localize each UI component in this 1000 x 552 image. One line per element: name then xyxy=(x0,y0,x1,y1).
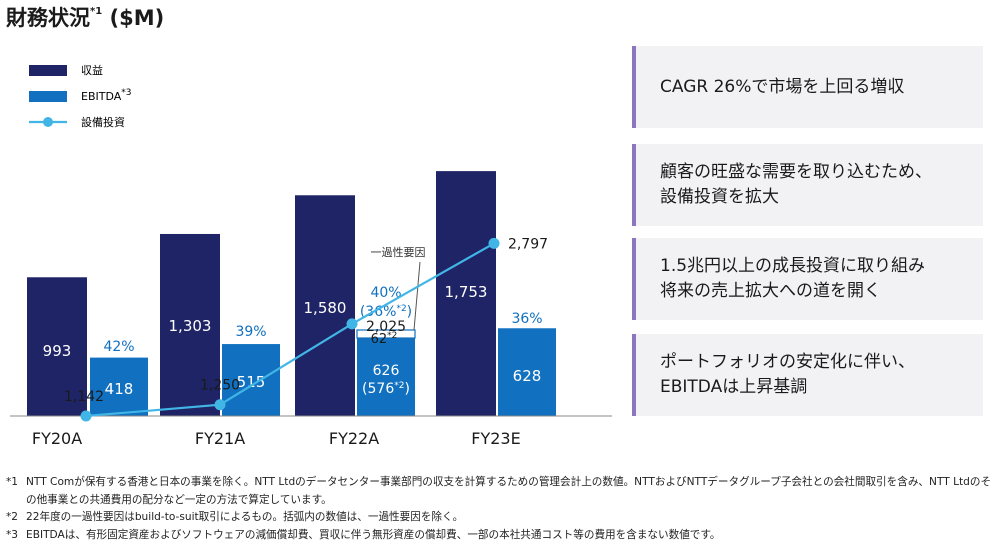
message-box-3: 1.5兆円以上の成長投資に取り組み 将来の売上拡大への道を開く xyxy=(632,238,983,320)
one-time-value-label: 62*2 xyxy=(371,331,398,347)
footnote: *3 EBITDAは、有形固定資産およびソフトウェアの減価償却費、買収に伴う無形資… xyxy=(6,527,996,545)
message-line: 1.5兆円以上の成長投資に取り組み xyxy=(660,256,926,276)
message-box-4: ポートフォリオの安定化に伴い、 EBITDAは上昇基調 xyxy=(632,334,983,416)
legend-capex-marker xyxy=(43,117,53,127)
capex-point-fy20a xyxy=(80,410,92,422)
legend-revenue-label: 収益 xyxy=(81,63,103,77)
message-line: CAGR 26%で市場を上回る増収 xyxy=(660,76,905,97)
x-tick-fy23e: FY23E xyxy=(471,429,520,448)
footnote-text: EBITDAは、有形固定資産およびソフトウェアの減価償却費、買収に伴う無形資産の… xyxy=(26,528,721,541)
ebitda-label-fy21a: 515 xyxy=(237,373,266,391)
message-line: 顧客の旺盛な需要を取り込むため、 xyxy=(660,162,932,182)
legend-capex-label: 設備投資 xyxy=(81,115,125,129)
ebitda-bar-fy21a xyxy=(222,344,280,416)
ebitda-label-fy20a: 418 xyxy=(105,380,134,398)
revenue-label-fy20a: 993 xyxy=(43,342,72,360)
message-line: 設備投資を拡大 xyxy=(660,187,779,207)
revenue-bar-fy21a xyxy=(160,233,220,416)
capex-label-fy20a: 1,142 xyxy=(64,389,104,405)
x-tick-fy22a: FY22A xyxy=(329,429,379,448)
footnote: *1 NTT Comが保有する香港と日本の事業を除く。NTT Ltdのデータセンタ… xyxy=(6,474,996,509)
ebitda-bar-fy22a xyxy=(357,338,415,416)
message-line: 将来の売上拡大への道を開く xyxy=(660,281,881,301)
ebitda-margin-fy21a: 39% xyxy=(235,324,266,340)
ebitda-bar-fy20a xyxy=(90,357,148,416)
capex-label-fy23e: 2,797 xyxy=(508,236,548,252)
capex-line xyxy=(85,242,495,418)
revenue-bar-fy23e xyxy=(436,171,496,416)
one-time-callout-leader xyxy=(413,261,421,331)
capex-point-fy21a xyxy=(214,399,226,411)
one-time-callout-label: 一過性要因 xyxy=(371,245,426,259)
x-tick-fy21a: FY21A xyxy=(195,429,245,448)
ebitda-margin-fy20a: 42% xyxy=(103,339,134,355)
legend-ebitda-label: EBITDA*3 xyxy=(81,88,132,103)
capex-point-fy22a xyxy=(346,318,358,330)
revenue-label-fy22a: 1,580 xyxy=(304,299,347,317)
revenue-bar-fy22a xyxy=(295,195,355,416)
ebitda-excl-label: (576*2) xyxy=(362,381,410,397)
ebitda-bar-fy23e xyxy=(498,328,556,416)
capex-label-fy21a: 1,250 xyxy=(200,378,240,394)
revenue-bar-fy20a xyxy=(27,277,87,416)
x-tick-fy20a: FY20A xyxy=(32,429,82,448)
message-line: ポートフォリオの安定化に伴い、 xyxy=(660,352,915,372)
footnotes: *1 NTT Comが保有する香港と日本の事業を除く。NTT Ltdのデータセンタ… xyxy=(6,474,996,544)
message-box-2: 顧客の旺盛な需要を取り込むため、 設備投資を拡大 xyxy=(632,144,983,226)
capex-label-fy22a: 2,025 xyxy=(366,319,406,335)
ebitda-one-time-segment xyxy=(356,329,416,339)
chart-title: 財務状況*1 ($M) xyxy=(6,6,165,30)
legend-revenue-swatch xyxy=(29,65,67,76)
ebitda-margin-excl-fy22a: (36%*2) xyxy=(360,304,412,320)
capex-point-fy23e xyxy=(488,237,500,249)
footnote-mark: *3 xyxy=(6,528,19,541)
ebitda-label-fy22a: 626 xyxy=(373,363,400,379)
financial-chart: 収益 EBITDA*3 設備投資 993 1,303 1,580 1,753 418 515 62… xyxy=(10,63,612,448)
footnote-mark: *2 xyxy=(6,511,19,523)
revenue-label-fy21a: 1,303 xyxy=(169,317,212,335)
footnote-text: NTT Comが保有する香港と日本の事業を除く。NTT Ltdのデータセンター事… xyxy=(26,476,992,506)
legend-ebitda-swatch xyxy=(29,91,67,102)
message-box-1: CAGR 26%で市場を上回る増収 xyxy=(632,46,983,128)
footnote-text: 22年度の一過性要因はbuild-to-suit取引によるもの。括弧内の数値は、… xyxy=(26,511,464,523)
ebitda-margin-fy23e: 36% xyxy=(511,311,542,327)
message-line: EBITDAは上昇基調 xyxy=(660,377,808,397)
footnote-mark: *1 xyxy=(6,476,19,488)
footnote: *2 22年度の一過性要因はbuild-to-suit取引によるもの。括弧内の数値… xyxy=(6,509,996,527)
ebitda-label-fy23e: 628 xyxy=(513,367,542,385)
revenue-label-fy23e: 1,753 xyxy=(445,283,488,301)
ebitda-margin-fy22a: 40% xyxy=(370,285,401,301)
